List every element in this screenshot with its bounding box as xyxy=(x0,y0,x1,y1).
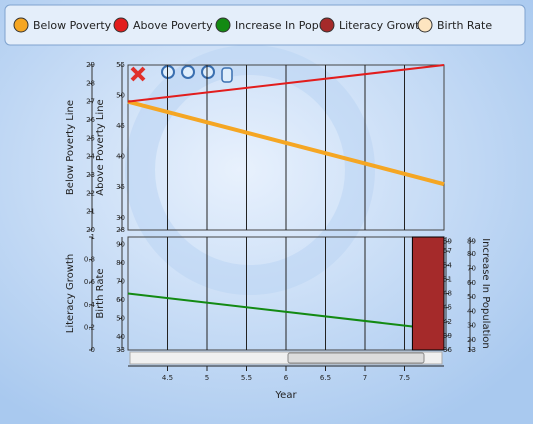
y-tick-label: 0.2 xyxy=(84,323,95,331)
y-tick-label: 20 xyxy=(86,226,95,234)
y-tick-label: 0.4 xyxy=(84,301,96,309)
decor xyxy=(125,45,375,295)
y-tick-label: 80 xyxy=(116,259,125,267)
y-tick-label: 50 xyxy=(467,293,476,301)
pan-icon[interactable] xyxy=(221,67,233,83)
y-tick-label: 59 xyxy=(443,238,452,246)
line-series xyxy=(127,292,413,328)
y-axis-label: Increase In Population xyxy=(480,238,491,349)
scroll-thumb[interactable] xyxy=(287,352,425,364)
y-tick-label: 50 xyxy=(116,315,125,323)
x-tick-label: 7.5 xyxy=(399,374,410,382)
x-tick-label: 7 xyxy=(363,374,367,382)
legend-label: Birth Rate xyxy=(437,19,492,32)
y-axis-label: Below Poverty Line xyxy=(65,100,76,195)
x-tick-label: 6 xyxy=(284,374,289,382)
y-axis-label: Birth Rate xyxy=(95,268,106,318)
y-tick-label: 13 xyxy=(467,346,476,354)
legend-swatch xyxy=(113,17,129,33)
y-tick-label: 39 xyxy=(443,332,452,340)
y-tick-label: 40 xyxy=(467,307,476,315)
y-tick-label: 0 xyxy=(91,346,95,354)
legend-box xyxy=(4,4,526,46)
scrollbar xyxy=(129,351,443,365)
y-axis-label: Literacy Growth xyxy=(65,254,76,333)
legend-label: Above Poverty L xyxy=(133,19,223,32)
y-tick-label: 29 xyxy=(86,61,95,69)
y-tick-label: 33 xyxy=(116,346,125,354)
y-tick-label: 45 xyxy=(443,304,452,312)
y-tick-label: 0.6 xyxy=(84,278,96,286)
y-tick-label: 70 xyxy=(116,277,125,285)
y-tick-label: 54 xyxy=(443,261,452,269)
y-tick-label: 80 xyxy=(467,250,476,258)
y-tick-label: 20 xyxy=(467,336,476,344)
y-tick-label: 35 xyxy=(116,183,125,191)
legend-swatch xyxy=(13,17,29,33)
y-tick-label: 24 xyxy=(86,153,95,161)
line-series xyxy=(127,99,445,187)
y-tick-label: 25 xyxy=(86,134,95,142)
y-tick-label: 30 xyxy=(467,322,476,330)
y-tick-label: 48 xyxy=(443,290,452,298)
clear-icon[interactable] xyxy=(130,66,146,82)
bar xyxy=(411,236,445,351)
y-tick-label: 90 xyxy=(116,240,125,248)
y-tick-label: 26 xyxy=(86,116,95,124)
x-tick-label: 5.5 xyxy=(241,374,252,382)
y-tick-label: 0.8 xyxy=(84,256,95,264)
y-tick-label: 51 xyxy=(443,275,452,283)
legend-label: Increase In Popu xyxy=(235,19,326,32)
y-tick-label: 30 xyxy=(116,214,125,222)
y-tick-label: 60 xyxy=(116,296,125,304)
y-tick-label: 70 xyxy=(467,264,476,272)
zoom-in-icon[interactable] xyxy=(181,65,195,79)
y-tick-label: 22 xyxy=(86,189,95,197)
y-tick-label: 1 xyxy=(91,233,95,241)
toolbar xyxy=(130,65,233,83)
legend-swatch xyxy=(417,17,433,33)
y-tick-label: 50 xyxy=(116,92,125,100)
line-series xyxy=(127,64,445,103)
y-tick-label: 89 xyxy=(467,237,476,245)
y-tick-label: 27 xyxy=(86,98,95,106)
y-tick-label: 42 xyxy=(443,318,452,326)
x-tick-label: 5 xyxy=(205,374,209,382)
y-tick-label: 60 xyxy=(467,279,476,287)
y-tick-label: 36 xyxy=(443,346,452,354)
y-axis-label: Above Poverty Line xyxy=(95,99,106,195)
y-tick-label: 57 xyxy=(443,247,452,255)
y-tick-label: 28 xyxy=(86,79,95,87)
y-tick-label: 21 xyxy=(86,208,95,216)
legend-swatch xyxy=(215,17,231,33)
legend-label: Below Poverty L xyxy=(33,19,122,32)
x-axis-label: Year xyxy=(274,390,297,401)
y-tick-label: 28 xyxy=(116,226,125,234)
x-tick-label: 6.5 xyxy=(320,374,331,382)
legend-label: Literacy Growth xyxy=(339,19,426,32)
y-tick-label: 40 xyxy=(116,153,125,161)
zoom-out-icon[interactable] xyxy=(201,65,215,79)
y-tick-label: 45 xyxy=(116,122,125,130)
y-tick-label: 40 xyxy=(116,333,125,341)
x-tick-label: 4.5 xyxy=(162,374,173,382)
y-tick-label: 55 xyxy=(116,61,125,69)
y-tick-label: 23 xyxy=(86,171,95,179)
legend-swatch xyxy=(319,17,335,33)
